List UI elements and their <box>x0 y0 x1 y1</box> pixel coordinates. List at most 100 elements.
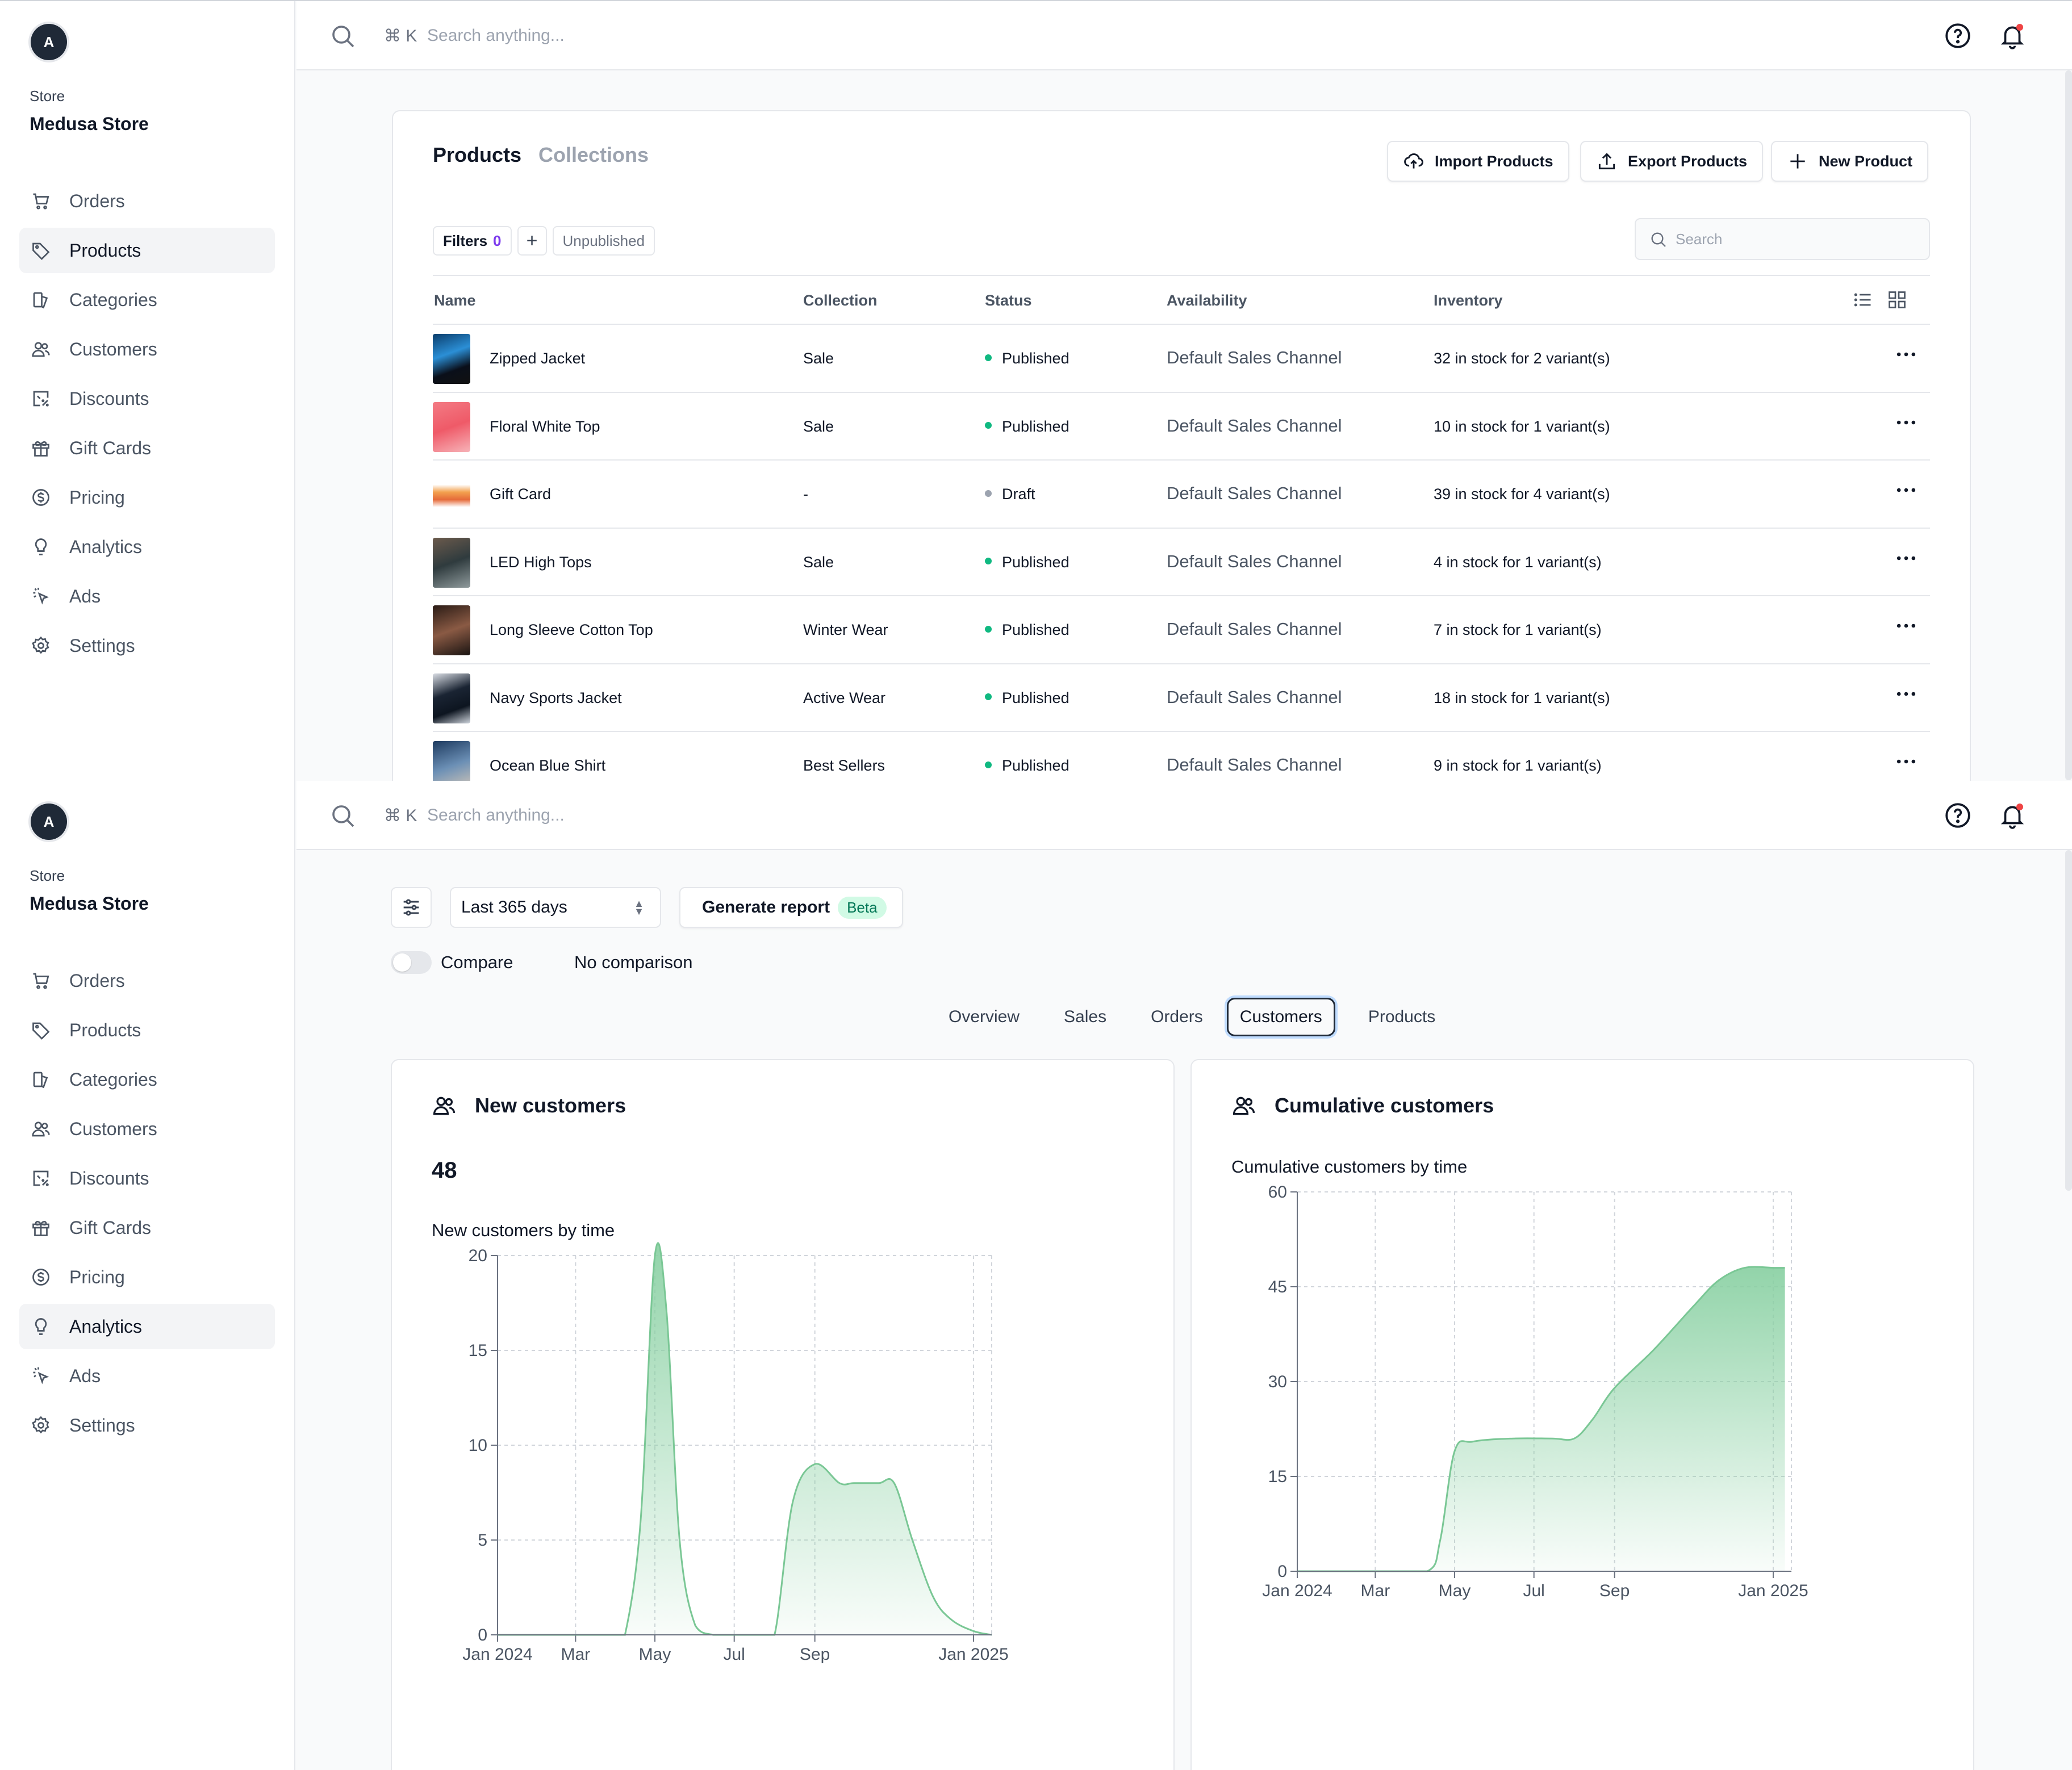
more-actions-icon[interactable] <box>1894 681 1919 706</box>
table-search-input[interactable]: Search <box>1635 218 1930 260</box>
list-view-icon[interactable] <box>1853 290 1873 310</box>
product-inventory: 10 in stock for 1 variant(s) <box>1434 417 1610 435</box>
sidebar-item-categories[interactable]: Categories <box>19 1057 275 1102</box>
table-row[interactable]: Ocean Blue Shirt Best Sellers Published Def… <box>433 732 1930 781</box>
new-product-label: New Product <box>1819 152 1913 170</box>
store-name[interactable]: Medusa Store <box>30 114 149 134</box>
sidebar-item-pricing[interactable]: Pricing <box>19 1254 275 1300</box>
sidebar-item-categories[interactable]: Categories <box>19 277 275 323</box>
shortcut-hint: ⌘ K <box>384 806 417 825</box>
product-collection: Winter Wear <box>803 621 888 638</box>
generate-report-label: Generate report <box>702 898 830 917</box>
table-row[interactable]: Navy Sports Jacket Active Wear Published De… <box>433 664 1930 732</box>
sidebar-item-ads[interactable]: Ads <box>19 574 275 619</box>
sidebar-item-settings[interactable]: Settings <box>19 1403 275 1448</box>
compare-toggle[interactable] <box>391 951 432 974</box>
scrollbar[interactable] <box>2065 850 2072 1191</box>
table-row[interactable]: LED High Tops Sale Published Default Sales … <box>433 529 1930 596</box>
column-status[interactable]: Status <box>985 292 1032 309</box>
x-tick-label: May <box>639 1645 671 1664</box>
products-table-body: Zipped Jacket Sale Published Default Sales … <box>433 325 1930 781</box>
product-thumbnail <box>433 605 470 655</box>
plus-icon <box>1790 154 1805 169</box>
product-availability: Default Sales Channel <box>1167 619 1342 639</box>
product-status: Published <box>985 350 1070 367</box>
scrollbar[interactable] <box>2065 70 2072 780</box>
sidebar-item-analytics[interactable]: Analytics <box>19 1304 275 1349</box>
notifications-bell-icon[interactable] <box>1998 801 2027 830</box>
cumulative-customers-card: Cumulative customers Cumulative customer… <box>1190 1059 1974 1770</box>
product-thumbnail <box>433 673 470 723</box>
y-tick-label: 10 <box>469 1436 487 1455</box>
filters-button[interactable]: Filters 0 <box>433 226 512 256</box>
beta-badge: Beta <box>838 896 887 919</box>
column-availability[interactable]: Availability <box>1167 292 1247 309</box>
sidebar-item-pricing[interactable]: Pricing <box>19 475 275 520</box>
new-product-button[interactable]: New Product <box>1771 141 1929 182</box>
more-actions-icon[interactable] <box>1894 410 1919 435</box>
more-actions-icon[interactable] <box>1894 478 1919 503</box>
column-collection[interactable]: Collection <box>803 292 878 309</box>
sidebar-item-discounts[interactable]: Discounts <box>19 376 275 421</box>
sidebar-item-label: Products <box>69 1019 141 1040</box>
tab-customers[interactable]: Customers <box>1226 998 1335 1036</box>
help-icon[interactable] <box>1944 801 1972 830</box>
status-dot <box>985 422 992 429</box>
generate-report-button[interactable]: Generate report Beta <box>679 887 903 928</box>
global-search-input[interactable]: Search anything... <box>427 806 565 825</box>
sidebar-item-products[interactable]: Products <box>19 228 275 273</box>
column-name[interactable]: Name <box>434 292 476 309</box>
sidebar-item-customers[interactable]: Customers <box>19 327 275 372</box>
search-icon[interactable] <box>329 802 357 830</box>
add-filter-button[interactable]: + <box>517 226 547 256</box>
filter-chip-unpublished[interactable]: Unpublished <box>552 226 655 256</box>
sidebar-item-settings[interactable]: Settings <box>19 623 275 668</box>
more-actions-icon[interactable] <box>1894 749 1919 774</box>
avatar[interactable]: A <box>31 804 67 840</box>
tab-products[interactable]: Products <box>1368 1007 1436 1026</box>
sliders-icon <box>403 899 419 916</box>
table-row[interactable]: Long Sleeve Cotton Top Winter Wear Publish… <box>433 596 1930 664</box>
status-label: Published <box>1002 689 1070 706</box>
topbar: ⌘ K Search anything... <box>296 1 2072 70</box>
table-row[interactable]: Zipped Jacket Sale Published Default Sales … <box>433 325 1930 393</box>
global-search-input[interactable]: Search anything... <box>427 26 565 45</box>
date-range-select[interactable]: Last 365 days ▲ ▼ <box>450 887 661 928</box>
more-actions-icon[interactable] <box>1894 613 1919 638</box>
product-name: Long Sleeve Cotton Top <box>490 621 653 638</box>
export-products-button[interactable]: Export Products <box>1580 141 1764 182</box>
sidebar-item-gift-cards[interactable]: Gift Cards <box>19 425 275 471</box>
sidebar-item-label: Ads <box>69 1365 101 1386</box>
more-actions-icon[interactable] <box>1894 546 1919 571</box>
help-icon[interactable] <box>1944 22 1972 50</box>
filter-settings-button[interactable] <box>391 887 432 928</box>
avatar[interactable]: A <box>31 24 67 60</box>
more-actions-icon[interactable] <box>1894 342 1919 367</box>
store-name[interactable]: Medusa Store <box>30 893 149 914</box>
product-inventory: 9 in stock for 1 variant(s) <box>1434 757 1602 774</box>
search-icon[interactable] <box>329 23 357 50</box>
notifications-bell-icon[interactable] <box>1998 22 2027 50</box>
tab-sales[interactable]: Sales <box>1064 1007 1107 1026</box>
analytics-screen: A Store Medusa Store Orders Products Categ… <box>0 781 2072 1770</box>
sidebar-item-orders[interactable]: Orders <box>19 958 275 1003</box>
comparison-value: No comparison <box>574 952 693 972</box>
sidebar-item-customers[interactable]: Customers <box>19 1106 275 1152</box>
import-products-button[interactable]: Import Products <box>1387 141 1569 182</box>
grid-view-icon[interactable] <box>1887 290 1907 310</box>
sidebar-item-analytics[interactable]: Analytics <box>19 524 275 570</box>
column-inventory[interactable]: Inventory <box>1434 292 1503 309</box>
tab-collections[interactable]: Collections <box>538 143 649 166</box>
table-row[interactable]: Floral White Top Sale Published Default Sal… <box>433 393 1930 461</box>
sidebar-item-discounts[interactable]: Discounts <box>19 1156 275 1201</box>
sidebar-item-ads[interactable]: Ads <box>19 1353 275 1399</box>
tab-products[interactable]: Products <box>433 143 522 166</box>
sidebar-item-label: Discounts <box>69 388 149 409</box>
tab-orders[interactable]: Orders <box>1151 1007 1203 1026</box>
status-dot <box>985 489 992 497</box>
sidebar-item-gift-cards[interactable]: Gift Cards <box>19 1205 275 1250</box>
sidebar-item-orders[interactable]: Orders <box>19 178 275 224</box>
table-row[interactable]: Gift Card - Draft Default Sales Channel 39 i… <box>433 461 1930 529</box>
sidebar-item-products[interactable]: Products <box>19 1007 275 1053</box>
tab-overview[interactable]: Overview <box>949 1007 1020 1026</box>
